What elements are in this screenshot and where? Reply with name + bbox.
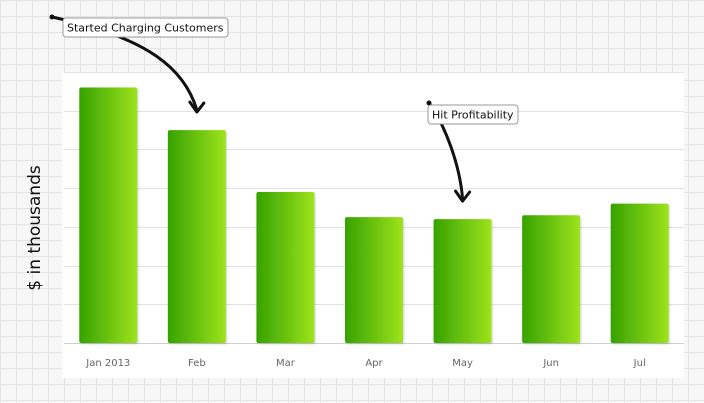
annotations: Started Charging Customers Hit Profitabil… bbox=[49, 14, 519, 203]
annotation-label: Hit Profitability bbox=[432, 109, 514, 122]
annotation: Started Charging Customers bbox=[49, 14, 229, 114]
annotation-arrow-tail bbox=[426, 100, 432, 106]
x-tick-label: Jul bbox=[633, 358, 646, 369]
annotation-label-box bbox=[62, 17, 229, 38]
annotation-arrow-tail bbox=[49, 14, 55, 20]
bar bbox=[256, 192, 315, 343]
x-tick-labels: Jan 2013 Feb Mar Apr May Jun Jul bbox=[85, 358, 645, 369]
annotation: Hit Profitability bbox=[426, 100, 519, 203]
bars bbox=[79, 87, 669, 343]
x-tick-label: Jan 2013 bbox=[85, 358, 130, 369]
x-tick-label: Feb bbox=[188, 358, 206, 369]
bar bbox=[522, 215, 581, 343]
x-tick-label: Jun bbox=[542, 358, 559, 369]
annotation-label: Started Charging Customers bbox=[67, 22, 224, 35]
x-tick-label: Apr bbox=[365, 358, 383, 369]
bar bbox=[610, 203, 669, 343]
bar bbox=[345, 217, 403, 343]
x-tick-label: May bbox=[452, 358, 473, 369]
annotation-label-box bbox=[427, 104, 519, 125]
x-tick-label: Mar bbox=[276, 358, 296, 369]
bar bbox=[79, 87, 138, 343]
bar bbox=[433, 219, 492, 343]
y-axis-label: $ in thousands bbox=[25, 165, 45, 291]
bar bbox=[167, 130, 226, 343]
annotation-arrow-head bbox=[188, 100, 206, 114]
annotation-arrow-head bbox=[454, 189, 472, 203]
